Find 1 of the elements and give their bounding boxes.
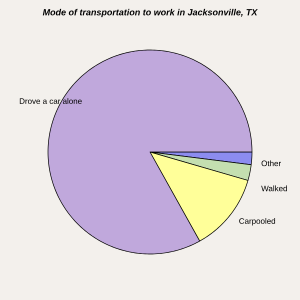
chart-title: Mode of transportation to work in Jacksonville, TX — [42, 8, 258, 18]
